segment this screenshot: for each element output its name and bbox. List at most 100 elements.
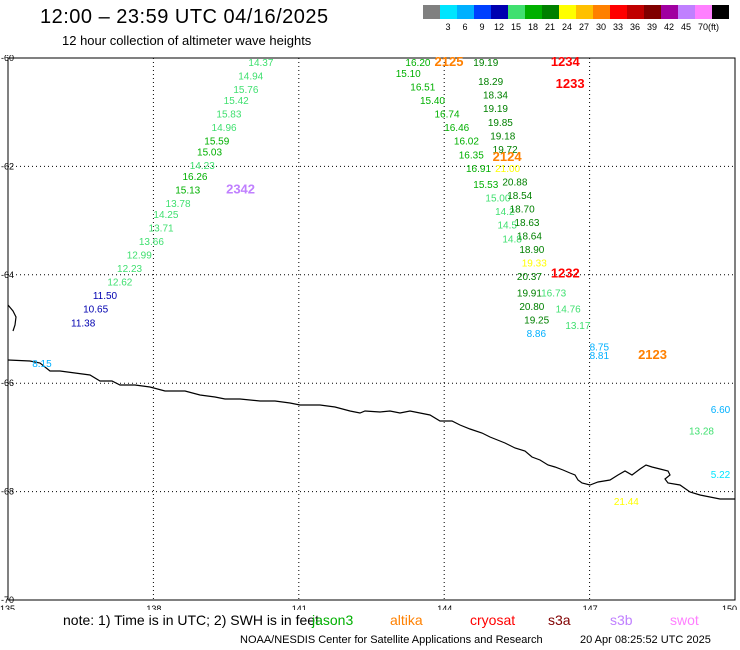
wave-height-value: 10.65 (83, 305, 108, 316)
wave-height-value: 12.23 (117, 264, 142, 275)
legend-label: 42 (663, 22, 674, 32)
wave-height-value: 14.96 (212, 123, 237, 134)
wave-height-value: 20.80 (519, 302, 544, 313)
track-time-label: 1233 (556, 76, 585, 91)
wave-height-value: 19.25 (524, 316, 549, 327)
legend-label: 21 (544, 22, 555, 32)
legend-label: 3 (445, 22, 451, 32)
legend-swatch (576, 5, 593, 19)
legend-swatch (542, 5, 559, 19)
coastline-left-edge (7, 304, 17, 332)
wave-height-value: 16.02 (454, 137, 479, 148)
wave-height-value: 19.91 (517, 288, 542, 299)
legend-swatch (712, 5, 729, 19)
wave-height-value: 14.2 (495, 207, 515, 218)
longitude-label: 135 (0, 604, 15, 610)
longitude-label: 150 (722, 604, 737, 610)
wave-height-value: 18.64 (517, 232, 542, 243)
wave-height-value: 13.66 (139, 237, 164, 248)
legend-swatch (593, 5, 610, 19)
wave-height-value: 14.23 (190, 161, 215, 172)
page-title: 12:00 – 23:59 UTC 04/16/2025 (40, 6, 329, 28)
legend-label: 70 (697, 22, 708, 32)
legend-label: 6 (462, 22, 468, 32)
legend-label: 39 (646, 22, 657, 32)
wave-height-value: 11.50 (93, 291, 118, 302)
wave-height-value: 16.46 (444, 123, 469, 134)
wave-height-value: 15.13 (175, 186, 200, 197)
wave-height-value: 18.29 (478, 77, 503, 88)
wave-height-value: 20.37 (517, 272, 542, 283)
generated-timestamp: 20 Apr 08:25:52 UTC 2025 (580, 634, 711, 646)
wave-height-value: 16.91 (466, 164, 491, 175)
page-subtitle: 12 hour collection of altimeter wave hei… (62, 33, 312, 48)
wave-height-value: 21.44 (614, 497, 639, 508)
wave-height-value: 13.71 (149, 223, 174, 234)
footer-note: note: 1) Time is in UTC; 2) SWH is in fe… (63, 612, 319, 628)
wave-height-value: 14.8 (502, 234, 522, 245)
track-time-label: 1232 (551, 266, 580, 281)
wave-height-value: 15.53 (473, 180, 498, 191)
legend-swatch (627, 5, 644, 19)
latitude-label: -64 (1, 270, 14, 280)
longitude-label: 141 (292, 604, 307, 610)
wave-height-value: 14.93 (250, 55, 275, 56)
credit-text: NOAA/NESDIS Center for Satellite Applica… (240, 634, 543, 646)
wave-height-value: 15.10 (396, 69, 421, 80)
track-time-label: 2125 (435, 55, 464, 69)
wave-height-value: 19.85 (488, 118, 513, 129)
latitude-label: -70 (1, 595, 14, 605)
legend-swatch (695, 5, 712, 19)
legend-label: 45 (680, 22, 691, 32)
wave-height-value: 14.25 (153, 210, 178, 221)
legend-label: 18 (527, 22, 538, 32)
legend-label: 12 (493, 22, 504, 32)
wave-height-value: 15.40 (420, 96, 445, 107)
satellite-cryosat: cryosat (470, 612, 516, 628)
legend-label: 33 (612, 22, 623, 32)
legend-swatch (508, 5, 525, 19)
wave-height-value: 8.81 (590, 351, 610, 362)
legend-swatch (559, 5, 576, 19)
legend-swatch (423, 5, 440, 19)
legend-swatch (474, 5, 491, 19)
legend-swatch (610, 5, 627, 19)
map-frame (7, 57, 736, 601)
longitude-label: 138 (146, 604, 161, 610)
wave-height-value: 14.37 (248, 58, 273, 69)
satellite-swot: swot (670, 612, 699, 628)
satellite-s3a: s3a (548, 612, 571, 628)
longitude-label: 147 (583, 604, 598, 610)
wave-height-value: 15.00 (485, 194, 510, 205)
satellite-jason3: jason3 (312, 612, 354, 628)
legend-label: 24 (561, 22, 572, 32)
wave-height-value: 19.19 (483, 104, 508, 115)
wave-height-value: 14.5 (498, 221, 518, 232)
wave-height-value: 14.94 (238, 72, 263, 83)
wave-height-value: 8.15 (32, 359, 52, 370)
wave-height-value: 16.35 (459, 150, 484, 161)
legend-swatch (678, 5, 695, 19)
track-time-label: 2123 (638, 347, 667, 362)
legend-label: 30 (595, 22, 606, 32)
wave-height-value: 16.73 (541, 288, 566, 299)
wave-height-value: 12.62 (107, 278, 132, 289)
wave-height-value: 8.75 (590, 343, 610, 354)
wave-height-value: 8.86 (527, 329, 547, 340)
latitude-label: -66 (1, 378, 14, 388)
satellite-altika: altika (390, 612, 423, 628)
wave-height-value: 6.60 (711, 405, 731, 416)
wave-height-value: 15.83 (216, 110, 241, 121)
legend-swatch (491, 5, 508, 19)
wave-height-value: 13.17 (565, 321, 590, 332)
wave-height-value: 18.54 (507, 191, 532, 202)
wave-height-value: 13.28 (689, 427, 714, 438)
latitude-label: -60 (1, 55, 14, 63)
antarctic-coastline (7, 359, 735, 500)
wave-height-value: 18.70 (510, 204, 535, 215)
legend-swatch (440, 5, 457, 19)
